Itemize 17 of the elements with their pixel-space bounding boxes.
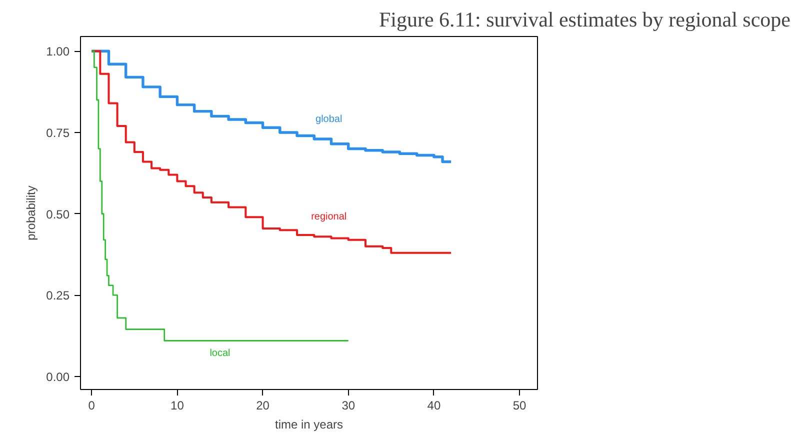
y-tick-label: 0.25	[46, 288, 70, 303]
y-tick-label: 1.00	[46, 44, 70, 59]
x-tick-label: 40	[427, 398, 441, 412]
x-tick-label: 20	[256, 398, 270, 412]
y-tick-label: 0.50	[46, 207, 70, 222]
text: Figure 6.11: survival estimates by regional scope	[378, 8, 791, 32]
series-label: global	[316, 114, 342, 125]
x-tick-label: 50	[512, 398, 527, 412]
y-axis-title: probability	[24, 186, 38, 240]
series-label: local	[210, 348, 230, 360]
y-tick-label: 0.75	[46, 126, 70, 140]
x-tick-label: 10	[170, 398, 184, 412]
y-tick-label: 0.00	[46, 370, 70, 384]
series-label: regional	[311, 212, 347, 223]
x-tick-label: 30	[342, 398, 356, 412]
x-axis-title: time in years	[274, 418, 344, 432]
x-tick-label: 0	[88, 398, 96, 412]
